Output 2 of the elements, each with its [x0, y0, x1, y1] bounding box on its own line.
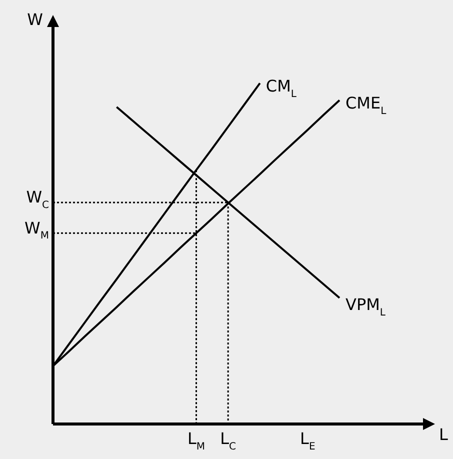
y-axis-title: W: [27, 10, 44, 30]
x-axis-title: L: [439, 425, 448, 444]
